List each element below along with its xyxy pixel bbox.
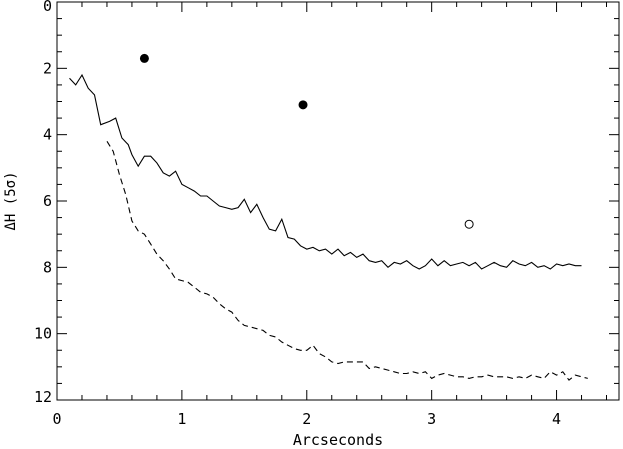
x-tick-label: 4 bbox=[552, 410, 561, 428]
x-tick-label: 2 bbox=[302, 410, 311, 428]
data-point-filled bbox=[139, 53, 149, 63]
x-tick-label: 1 bbox=[177, 410, 186, 428]
y-tick-label: 12 bbox=[34, 388, 52, 406]
y-axis-ticks bbox=[57, 1, 619, 401]
x-axis-ticks bbox=[56, 2, 608, 400]
marker-layer bbox=[139, 53, 474, 229]
y-axis-label: ΔH (5σ) bbox=[3, 171, 19, 230]
x-tick-label: 0 bbox=[52, 410, 61, 428]
y-tick-label: 10 bbox=[34, 325, 52, 343]
data-point-filled bbox=[298, 100, 308, 110]
x-axis-label: Arcseconds bbox=[293, 431, 383, 449]
series-line-dashed bbox=[106, 141, 588, 381]
series-layer bbox=[69, 73, 588, 381]
series-line-solid bbox=[69, 73, 582, 270]
y-axis-tick-labels: 0 2 4 6 8 10 12 bbox=[34, 0, 52, 406]
y-tick-label: 2 bbox=[43, 59, 52, 77]
x-axis-tick-labels: 0 1 2 3 4 bbox=[52, 410, 561, 428]
data-point-open bbox=[464, 219, 474, 229]
y-tick-label: 6 bbox=[43, 192, 52, 210]
plot-frame bbox=[56, 1, 620, 401]
y-tick-label: 4 bbox=[43, 126, 52, 144]
y-tick-label: 8 bbox=[43, 258, 52, 276]
y-tick-label: 0 bbox=[43, 0, 52, 15]
x-tick-label: 3 bbox=[427, 410, 436, 428]
